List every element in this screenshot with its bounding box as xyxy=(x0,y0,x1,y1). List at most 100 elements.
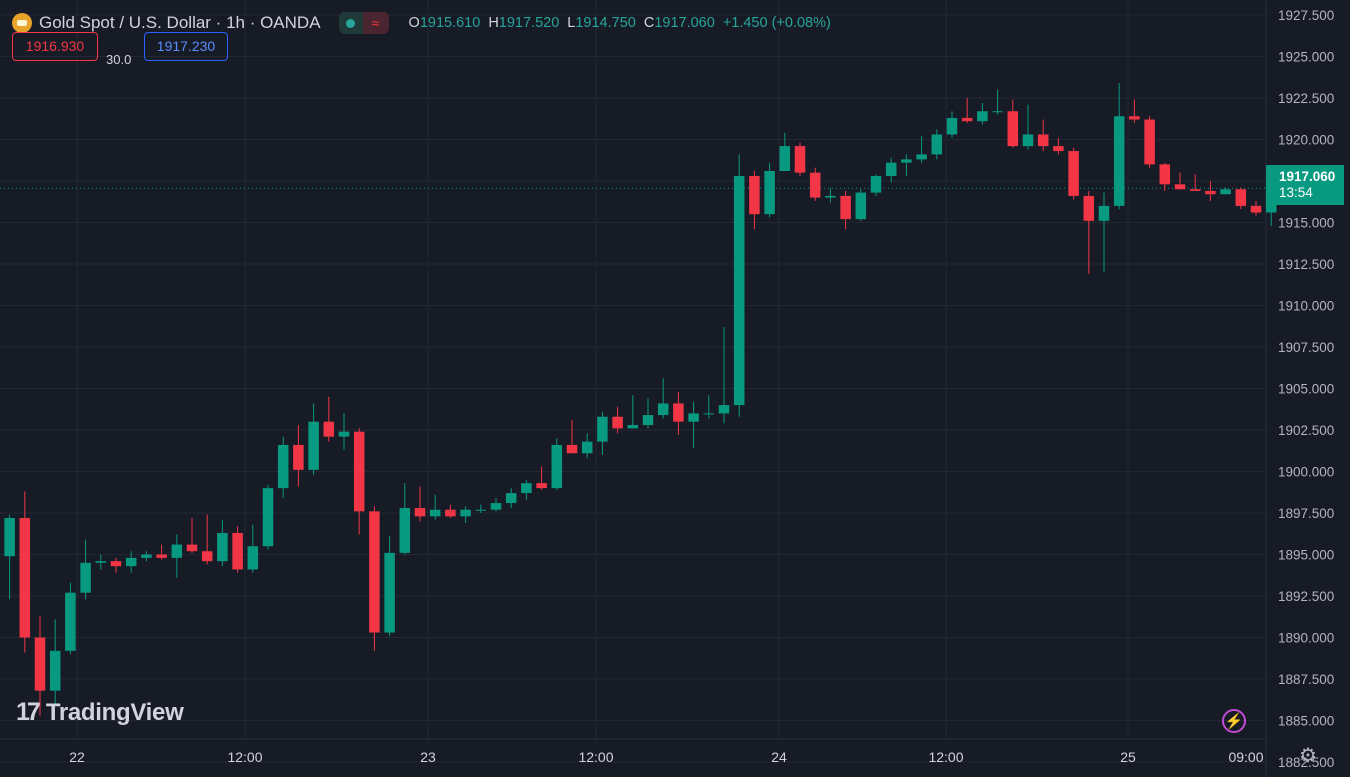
candle-body xyxy=(445,509,456,517)
price-tick-label: 1910.000 xyxy=(1278,298,1334,313)
status-pill[interactable]: ≈ xyxy=(338,12,389,34)
candle xyxy=(201,514,213,565)
candle xyxy=(551,438,563,490)
candle-body xyxy=(80,562,91,593)
candle xyxy=(885,157,897,183)
candle xyxy=(521,479,532,500)
sell-price-button[interactable]: 1916.930 xyxy=(12,31,98,61)
candle-body xyxy=(977,111,988,122)
candle-body xyxy=(490,503,502,510)
price-tick-label: 1907.500 xyxy=(1278,340,1334,355)
candle xyxy=(399,483,411,555)
candle-body xyxy=(992,111,1003,113)
candle-body xyxy=(946,117,958,135)
lightning-icon[interactable]: ⚡ xyxy=(1222,709,1246,733)
candle xyxy=(308,403,319,475)
candle xyxy=(688,401,699,449)
candle xyxy=(429,494,441,520)
candle xyxy=(1250,200,1262,216)
candle-body xyxy=(536,483,547,489)
candle-body xyxy=(141,554,152,558)
candle-body xyxy=(414,508,426,517)
candle xyxy=(1007,99,1019,148)
candle xyxy=(293,425,304,487)
price-axis: 1927.5001925.0001922.5001920.0001917.500… xyxy=(1278,8,1334,770)
candle xyxy=(247,524,259,573)
candle-body xyxy=(49,650,61,691)
candle xyxy=(445,504,456,518)
symbol-title[interactable]: Gold Spot / U.S. Dollar · 1h · OANDA xyxy=(39,13,321,32)
candle xyxy=(1037,119,1049,152)
candle-body xyxy=(521,483,532,494)
candle xyxy=(1220,187,1231,195)
time-tick-label: 22 xyxy=(69,749,85,765)
gear-icon[interactable]: ⚙ xyxy=(1299,744,1317,767)
candle xyxy=(961,97,973,123)
candle-body xyxy=(1189,189,1201,191)
candle xyxy=(764,162,775,218)
candle xyxy=(384,536,395,636)
candle-body xyxy=(688,413,699,422)
candle-body xyxy=(1144,119,1155,165)
candle-body xyxy=(171,544,183,558)
last-price-value: 1917.060 xyxy=(1279,169,1336,184)
tradingview-watermark[interactable]: 17 TradingView xyxy=(16,698,184,727)
candle xyxy=(946,111,958,138)
buy-price-button[interactable]: 1917.230 xyxy=(144,31,228,61)
candle-body xyxy=(825,195,836,198)
candle-body xyxy=(308,421,319,470)
candle xyxy=(733,154,745,417)
candle xyxy=(95,554,107,570)
candle-body xyxy=(110,561,122,567)
candle xyxy=(809,167,821,201)
candle xyxy=(1022,104,1034,150)
candle xyxy=(931,129,943,160)
candle-body xyxy=(597,416,608,442)
candle xyxy=(34,615,46,716)
candle-body xyxy=(779,146,791,172)
ohlc-close: C1917.060 xyxy=(643,15,715,31)
candle xyxy=(338,413,350,450)
candle-body xyxy=(65,592,76,651)
candle-body xyxy=(961,117,973,122)
candle xyxy=(65,582,76,655)
candle xyxy=(490,498,502,512)
candle xyxy=(186,518,198,553)
candle-body xyxy=(1007,111,1019,147)
candle-body xyxy=(1068,151,1079,196)
candle-body xyxy=(673,403,684,422)
candle xyxy=(749,171,760,230)
price-tick-label: 1882.500 xyxy=(1278,755,1334,770)
last-price-tag: 1917.060 13:54 xyxy=(1266,165,1344,205)
candle xyxy=(642,398,654,429)
candle-body xyxy=(1037,134,1049,147)
candle-body xyxy=(581,441,593,454)
candle xyxy=(505,488,517,509)
candle xyxy=(49,619,61,704)
candle xyxy=(901,154,912,176)
candle-body xyxy=(1205,190,1216,195)
watermark-text: TradingView xyxy=(45,698,184,726)
candle-body xyxy=(4,518,15,557)
candle xyxy=(1205,180,1216,201)
candle-body xyxy=(384,552,395,633)
candle xyxy=(217,519,228,567)
candle-body xyxy=(247,546,259,570)
candle xyxy=(566,420,578,454)
price-tick-label: 1927.500 xyxy=(1278,8,1334,23)
candle-body xyxy=(19,518,31,638)
candle xyxy=(323,396,335,442)
candle-body xyxy=(34,637,46,691)
candle-body xyxy=(277,444,289,489)
time-tick-label: 09:00 xyxy=(1228,749,1263,765)
candles xyxy=(4,83,1277,716)
candle-body xyxy=(505,493,517,504)
candle xyxy=(353,428,365,535)
candle-body xyxy=(475,509,487,511)
candle xyxy=(262,484,274,550)
candle-body xyxy=(186,544,198,552)
candle-body xyxy=(794,146,806,173)
candle-body xyxy=(764,171,775,215)
candle xyxy=(673,391,684,435)
